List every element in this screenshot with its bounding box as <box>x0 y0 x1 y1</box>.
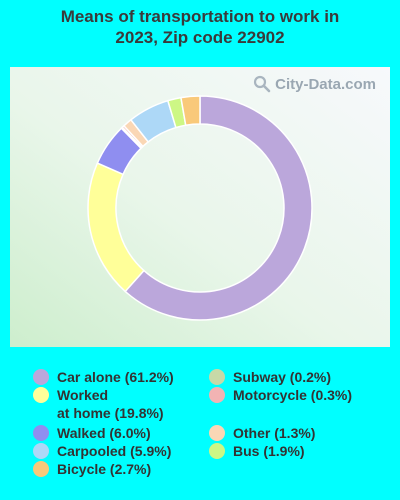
chart-title: Means of transportation to work in 2023,… <box>0 6 400 48</box>
magnifier-icon <box>254 75 271 93</box>
watermark-text: City-Data.com <box>275 75 376 93</box>
donut-slice-bicycle <box>180 95 201 127</box>
watermark: City-Data.com <box>253 75 376 93</box>
chart-title-line1: Means of transportation to work in <box>60 7 340 26</box>
chart-title-line2: 2023, Zip code 22902 <box>115 28 285 47</box>
donut-slice-worked-at-home <box>87 162 145 293</box>
donut-slice-car-alone <box>124 95 313 321</box>
